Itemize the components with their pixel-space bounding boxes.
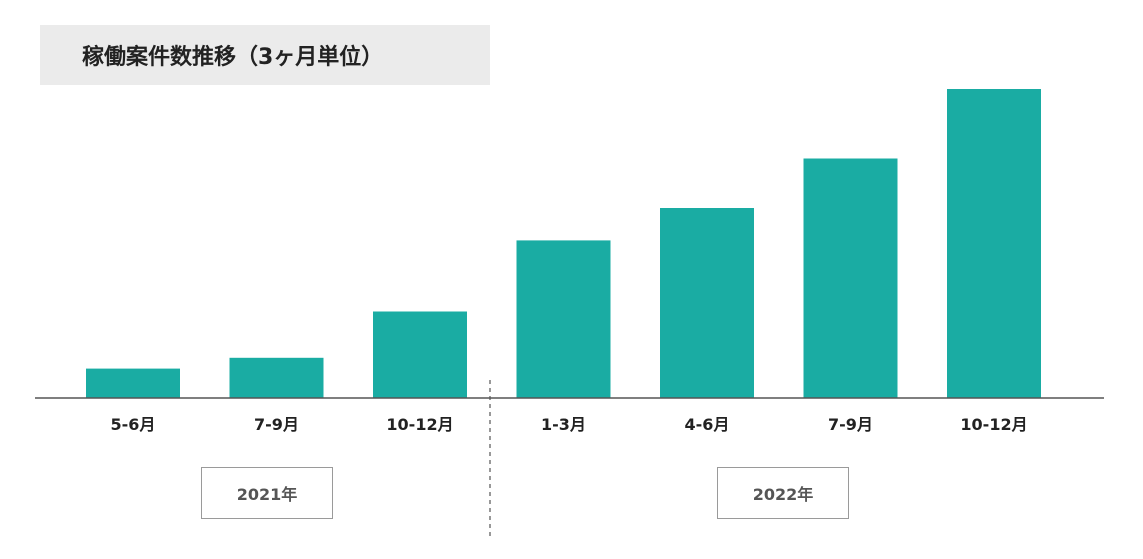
bar-4	[516, 240, 611, 398]
x-tick-label-2: 7-9月	[254, 415, 299, 434]
bar-2	[229, 357, 324, 398]
year-label-2022: 2022年	[717, 467, 849, 519]
x-tick-label-3: 10-12月	[386, 415, 453, 434]
year-label-2021: 2021年	[201, 467, 333, 519]
x-tick-label-4: 1-3月	[541, 415, 586, 434]
bar-3	[373, 311, 467, 398]
bar-6	[803, 158, 898, 398]
chart-title: 稼働案件数推移（3ヶ月単位）	[82, 45, 384, 70]
x-tick-label-1: 5-6月	[111, 415, 156, 434]
x-tick-label-7: 10-12月	[960, 415, 1027, 434]
bar-1	[86, 368, 180, 398]
bars-group	[86, 89, 1041, 398]
bar-5	[660, 208, 754, 398]
bar-7	[947, 89, 1041, 398]
chart-title-box: 稼働案件数推移（3ヶ月単位）	[40, 25, 490, 85]
x-tick-label-6: 7-9月	[828, 415, 873, 434]
x-tick-labels: 5-6月 7-9月 10-12月 1-3月 4-6月 7-9月 10-12月	[111, 415, 1028, 434]
x-tick-label-5: 4-6月	[685, 415, 730, 434]
